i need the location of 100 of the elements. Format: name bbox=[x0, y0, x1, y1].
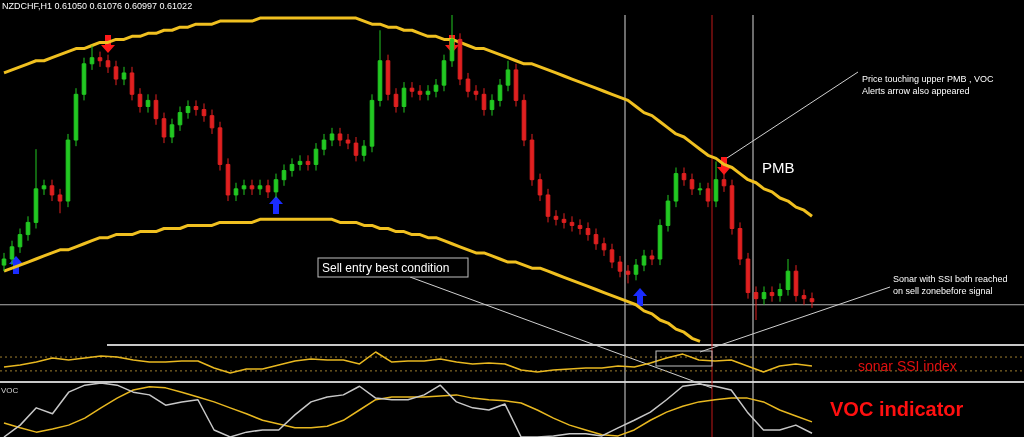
text: sonar SSI index bbox=[858, 358, 957, 374]
annotation: Sell entry best condition bbox=[322, 261, 450, 275]
candlestick bbox=[441, 54, 447, 92]
candlestick bbox=[265, 179, 271, 199]
candlestick bbox=[425, 84, 431, 101]
candlestick bbox=[185, 99, 191, 120]
candlestick bbox=[137, 87, 143, 114]
text: Price touching upper PMB , VOC Alerts arrow also appeared bbox=[862, 74, 995, 96]
candlestick bbox=[545, 188, 551, 223]
candlestick bbox=[273, 173, 279, 199]
candlestick bbox=[297, 154, 303, 172]
candlestick bbox=[17, 228, 23, 254]
candlestick bbox=[201, 102, 207, 123]
candlestick bbox=[313, 142, 319, 172]
candlestick bbox=[553, 209, 559, 226]
candlestick bbox=[585, 221, 591, 242]
candlestick bbox=[609, 243, 615, 269]
candlestick bbox=[105, 54, 111, 74]
candlestick bbox=[145, 93, 151, 114]
candlestick bbox=[489, 93, 495, 117]
candlestick bbox=[345, 133, 351, 150]
candlestick bbox=[769, 285, 775, 303]
candlestick bbox=[617, 255, 623, 278]
candlestick bbox=[281, 163, 287, 187]
candlestick bbox=[129, 66, 135, 101]
candlestick bbox=[449, 14, 455, 68]
candlestick bbox=[9, 240, 15, 266]
candlestick bbox=[337, 127, 343, 147]
candlestick bbox=[761, 285, 767, 306]
candlestick bbox=[153, 93, 159, 126]
annotation: PMB bbox=[762, 159, 795, 176]
candlestick bbox=[593, 228, 599, 251]
candlestick bbox=[801, 289, 807, 306]
candlestick bbox=[689, 173, 695, 196]
text: VOC indicator bbox=[830, 398, 964, 420]
candlestick bbox=[113, 60, 119, 86]
candlestick bbox=[41, 179, 47, 196]
candlestick bbox=[601, 237, 607, 257]
candlestick bbox=[513, 63, 519, 107]
candlestick bbox=[497, 78, 503, 107]
candlestick bbox=[417, 84, 423, 101]
candlestick bbox=[393, 87, 399, 114]
candlestick bbox=[321, 133, 327, 156]
candlestick bbox=[401, 81, 407, 114]
candlestick bbox=[353, 136, 359, 162]
candlestick bbox=[241, 179, 247, 196]
candlestick bbox=[409, 81, 415, 98]
candlestick bbox=[361, 139, 367, 162]
candlestick bbox=[673, 167, 679, 208]
candlestick bbox=[681, 167, 687, 187]
candlestick bbox=[377, 29, 383, 107]
candlestick bbox=[225, 157, 231, 202]
candlestick bbox=[561, 212, 567, 229]
candlestick bbox=[257, 179, 263, 196]
candlestick bbox=[569, 215, 575, 233]
candlestick bbox=[777, 282, 783, 303]
candlestick bbox=[97, 51, 103, 68]
candlestick bbox=[705, 182, 711, 208]
candlestick bbox=[633, 258, 639, 281]
candlestick bbox=[721, 173, 727, 193]
candlestick bbox=[697, 182, 703, 196]
candlestick bbox=[481, 87, 487, 117]
candlestick bbox=[1, 252, 7, 272]
candlestick bbox=[329, 127, 335, 147]
candlestick bbox=[577, 218, 583, 236]
candlestick bbox=[89, 45, 95, 71]
candlestick bbox=[49, 179, 55, 202]
candlestick bbox=[305, 154, 311, 172]
candlestick bbox=[737, 221, 743, 266]
candlestick bbox=[57, 188, 63, 214]
candlestick bbox=[121, 66, 127, 86]
candlestick bbox=[657, 218, 663, 266]
candlestick bbox=[505, 60, 511, 92]
candlestick bbox=[665, 194, 671, 233]
candlestick bbox=[25, 215, 31, 242]
candlestick bbox=[537, 173, 543, 202]
candlestick bbox=[161, 112, 167, 144]
candlestick bbox=[193, 99, 199, 117]
candlestick bbox=[433, 78, 439, 98]
candlestick bbox=[233, 182, 239, 202]
candlestick bbox=[169, 118, 175, 144]
candlestick bbox=[785, 258, 791, 297]
candlestick bbox=[809, 292, 815, 309]
candlestick bbox=[33, 148, 39, 229]
candlestick bbox=[649, 249, 655, 266]
candlestick bbox=[753, 285, 759, 321]
candlestick bbox=[641, 249, 647, 272]
candlestick bbox=[625, 264, 631, 284]
candlestick bbox=[473, 84, 479, 101]
candlestick bbox=[465, 72, 471, 98]
annotation: VOC bbox=[1, 386, 19, 395]
candlestick bbox=[793, 264, 799, 303]
chart-title: NZDCHF,H1 0.61050 0.61076 0.60997 0.61022 bbox=[2, 1, 193, 11]
candlestick bbox=[81, 57, 87, 101]
candlestick bbox=[177, 106, 183, 132]
candlestick bbox=[745, 252, 751, 300]
candlestick bbox=[209, 109, 215, 135]
text: Sonar with SSI both reached on sell zonebefore signal bbox=[893, 274, 1008, 296]
candlestick bbox=[289, 157, 295, 178]
candlestick bbox=[713, 160, 719, 208]
